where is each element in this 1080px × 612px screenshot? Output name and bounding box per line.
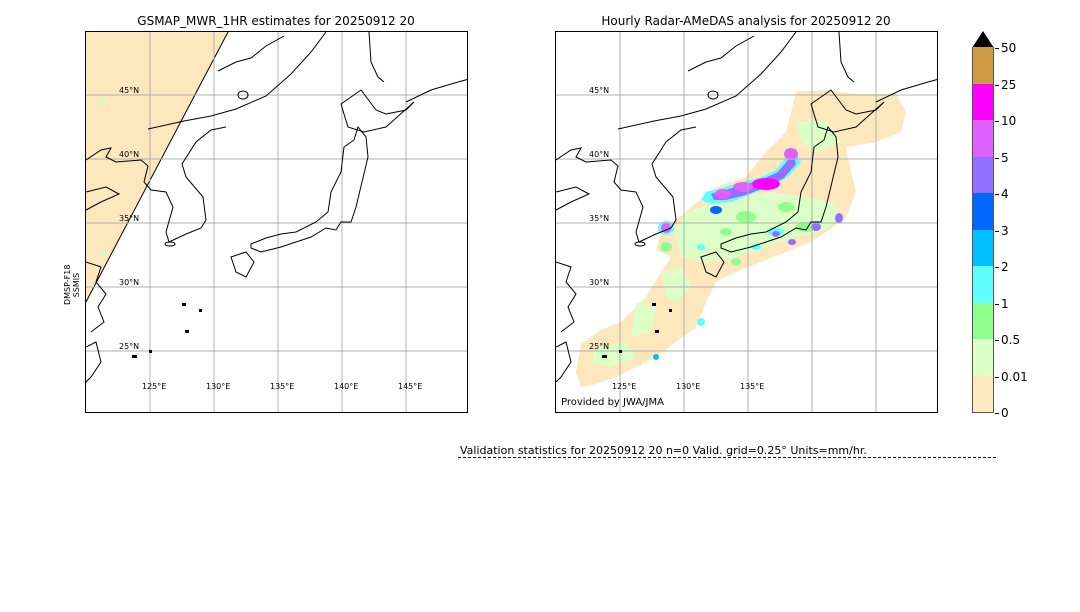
lat-label-35: 35°N	[589, 214, 610, 223]
lon-label-130: 130°E	[676, 382, 701, 391]
lat-label-40: 40°N	[589, 150, 610, 159]
lat-label-25: 25°N	[119, 342, 140, 351]
colorbar-tick	[995, 84, 999, 86]
satellite-name: DMSP-F18	[63, 264, 72, 305]
lon-label-125: 125°E	[612, 382, 637, 391]
lat-label-45: 45°N	[589, 86, 610, 95]
colorbar-tick	[995, 48, 999, 49]
lon-label-145: 145°E	[398, 382, 423, 391]
colorbar-tick	[995, 267, 999, 268]
lat-label-25: 25°N	[589, 342, 610, 351]
validation-divider	[458, 457, 996, 458]
right-map-panel: 45°N 40°N 35°N 30°N 25°N 125°E 130°E 135…	[555, 31, 938, 413]
colorbar-segment	[973, 46, 993, 84]
colorbar-segment	[973, 156, 993, 193]
colorbar-label: 2	[1001, 260, 1009, 274]
colorbar-tick	[995, 157, 999, 159]
right-map-title: Hourly Radar-AMeDAS analysis for 2025091…	[601, 14, 891, 28]
lat-label-40: 40°N	[119, 150, 140, 159]
colorbar-tick	[995, 413, 999, 414]
left-map-panel: 45°N 40°N 35°N 30°N 25°N 125°E 130°E 135…	[85, 31, 468, 413]
colorbar-segment	[973, 229, 993, 266]
left-map-title: GSMAP_MWR_1HR estimates for 20250912 20	[137, 14, 415, 28]
right-map-graphic	[556, 32, 937, 412]
data-credit: Provided by JWA/JMA	[561, 397, 664, 408]
colorbar-tick	[995, 376, 999, 378]
colorbar-label: 0.5	[1001, 333, 1021, 347]
colorbar-label: 0	[1001, 406, 1009, 420]
colorbar-segment	[973, 302, 993, 339]
satellite-label: DMSP-F18 SSMIS	[63, 265, 81, 305]
lon-label-135: 135°E	[740, 382, 765, 391]
lon-label-130: 130°E	[206, 382, 231, 391]
colorbar-label: 5	[1001, 150, 1009, 165]
colorbar-extend-triangle	[972, 31, 994, 48]
lat-label-30: 30°N	[589, 278, 610, 287]
colorbar-tick	[995, 121, 999, 122]
colorbar-label: 4	[1001, 187, 1009, 201]
lon-label-135: 135°E	[270, 382, 295, 391]
colorbar-label: 50	[1001, 41, 1017, 55]
lat-label-35: 35°N	[119, 214, 140, 223]
colorbar-label: 1	[1001, 296, 1009, 311]
colorbar	[972, 46, 994, 413]
colorbar-segment	[973, 338, 993, 376]
colorbar-tick	[995, 303, 999, 305]
left-map-graphic	[86, 32, 467, 412]
colorbar-tick	[995, 194, 999, 195]
colorbar-tick	[995, 340, 999, 341]
colorbar-tick	[995, 230, 999, 232]
lon-label-140: 140°E	[334, 382, 359, 391]
colorbar-segment	[973, 265, 993, 303]
colorbar-segment	[973, 83, 993, 120]
colorbar-label: 0.01	[1001, 369, 1028, 384]
validation-statistics: Validation statistics for 20250912 20 n=…	[460, 444, 867, 457]
colorbar-label: 25	[1001, 77, 1017, 92]
colorbar-label: 10	[1001, 114, 1017, 128]
colorbar-segment	[973, 375, 993, 412]
colorbar-segment	[973, 192, 993, 230]
lat-label-45: 45°N	[119, 86, 140, 95]
colorbar-label: 3	[1001, 223, 1009, 238]
lat-label-30: 30°N	[119, 278, 140, 287]
sensor-name: SSMIS	[72, 272, 81, 298]
colorbar-segment	[973, 119, 993, 157]
lon-label-125: 125°E	[142, 382, 167, 391]
